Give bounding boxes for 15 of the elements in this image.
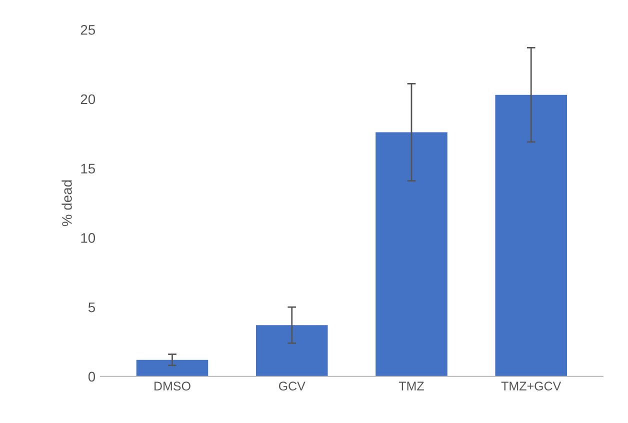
x-tick-label: TMZ	[398, 382, 424, 390]
y-tick-label: 10	[81, 233, 96, 243]
x-tick-label: DMSO	[154, 382, 190, 391]
bar	[376, 132, 448, 376]
y-axis-title: % dead	[62, 180, 72, 226]
y-tick-label: 5	[88, 302, 96, 312]
y-tick-label: 0	[88, 372, 96, 382]
y-tick-label: 20	[80, 94, 96, 104]
bar	[495, 94, 567, 376]
y-tick-label: 25	[80, 24, 96, 35]
x-tick-label: TMZ+GCV	[501, 382, 562, 391]
y-tick-label: 15	[81, 164, 96, 174]
bar	[256, 325, 328, 376]
x-tick-label: GCV	[278, 382, 306, 391]
bar	[136, 360, 208, 376]
